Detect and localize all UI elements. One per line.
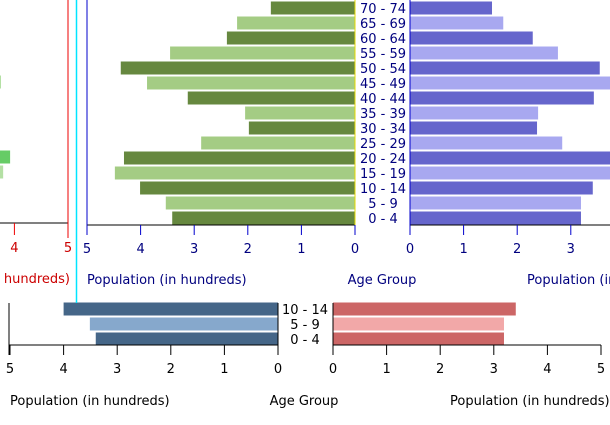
- top-center-axis-title: Age Group: [348, 273, 417, 288]
- right-bar-20-24: [410, 151, 610, 165]
- right-bar-30-34: [410, 121, 538, 135]
- partial-bar-20-24: [0, 150, 11, 164]
- left-bar-15-19: [114, 166, 355, 180]
- right-tick-label: 3: [490, 362, 498, 377]
- partial-bar-15-19: [0, 165, 4, 179]
- age-group-label: 55 - 59: [360, 47, 406, 62]
- right-bar-60-64: [410, 31, 533, 45]
- bottom-right-axis-title: Population (in hundreds): [450, 394, 610, 409]
- partial-bar-45-49: [0, 75, 1, 89]
- right-bar-65-69: [410, 16, 504, 30]
- right-bar-15-19: [410, 166, 610, 180]
- right-bar-0-4: [410, 211, 581, 225]
- partial-tick-label: 5: [64, 241, 72, 256]
- age-group-label: 70 - 74: [360, 2, 406, 17]
- age-group-label: 30 - 34: [360, 122, 406, 137]
- right-bar-5-9: [333, 317, 504, 331]
- right-tick-label: 5: [597, 362, 605, 377]
- age-group-label: 60 - 64: [360, 32, 406, 47]
- left-tick-label: 1: [297, 242, 305, 257]
- age-group-label: 35 - 39: [360, 107, 406, 122]
- age-group-label: 25 - 29: [360, 137, 406, 152]
- top-right-axis-title: Population (in hundreds): [527, 273, 610, 288]
- right-bar-10-14: [410, 181, 593, 195]
- bottom-left-axis-title: Population (in hundreds): [10, 394, 170, 409]
- right-tick-label: 0: [329, 362, 337, 377]
- left-bar-65-69: [237, 16, 355, 30]
- age-group-label: 45 - 49: [360, 77, 406, 92]
- left-tick-label: 0: [351, 242, 359, 257]
- right-tick-label: 4: [543, 362, 551, 377]
- left-bar-0-4: [95, 332, 278, 346]
- left-tick-label: 2: [167, 362, 175, 377]
- left-bar-70-74: [270, 1, 355, 15]
- left-bar-25-29: [201, 136, 355, 150]
- left-tick-label: 3: [190, 242, 198, 257]
- left-tick-label: 4: [59, 362, 67, 377]
- left-bar-0-4: [172, 211, 355, 225]
- bottom-pyramid: 0 - 45 - 910 - 14 0 0 1 1 2 2 3 3 4 4 5 5: [6, 302, 605, 377]
- left-bar-60-64: [226, 31, 355, 45]
- right-bar-10-14: [333, 302, 516, 316]
- bottom-center-axis-title: Age Group: [270, 394, 339, 409]
- age-group-label: 5 - 9: [290, 318, 320, 333]
- left-bar-10-14: [63, 302, 278, 316]
- left-tick-label: 1: [220, 362, 228, 377]
- right-bar-25-29: [410, 136, 563, 150]
- age-group-label: 65 - 69: [360, 17, 406, 32]
- age-group-label: 10 - 14: [360, 182, 406, 197]
- right-bar-45-49: [410, 76, 610, 90]
- right-bar-50-54: [410, 61, 600, 75]
- right-tick-label: 2: [513, 242, 521, 257]
- left-bar-10-14: [140, 181, 355, 195]
- right-bar-35-39: [410, 106, 539, 120]
- age-group-label: 50 - 54: [360, 62, 406, 77]
- partial-axis-title: n hundreds): [0, 272, 70, 287]
- left-bar-50-54: [120, 61, 355, 75]
- right-tick-label: 1: [459, 242, 467, 257]
- left-bar-55-59: [170, 46, 355, 60]
- left-bar-45-49: [147, 76, 355, 90]
- age-group-label: 0 - 4: [290, 333, 320, 348]
- right-bar-40-44: [410, 91, 594, 105]
- right-tick-label: 1: [382, 362, 390, 377]
- left-bar-35-39: [245, 106, 355, 120]
- right-bar-0-4: [333, 332, 504, 346]
- right-tick-label: 3: [567, 242, 575, 257]
- age-group-label: 15 - 19: [360, 167, 406, 182]
- left-tick-label: 5: [83, 242, 91, 257]
- left-bar-30-34: [248, 121, 355, 135]
- top-left-axis-title: Population (in hundreds): [87, 273, 247, 288]
- left-tick-label: 2: [244, 242, 252, 257]
- age-group-label: 20 - 24: [360, 152, 406, 167]
- right-tick-label: 2: [436, 362, 444, 377]
- right-bar-70-74: [410, 1, 493, 15]
- age-group-label: 40 - 44: [360, 92, 406, 107]
- partial-tick-label: 4: [10, 241, 18, 256]
- right-bar-55-59: [410, 46, 558, 60]
- left-tick-label: 3: [113, 362, 121, 377]
- left-tick-label: 4: [136, 242, 144, 257]
- left-bar-40-44: [187, 91, 355, 105]
- age-group-label: 10 - 14: [282, 303, 328, 318]
- age-group-label: 0 - 4: [368, 212, 398, 227]
- left-bar-20-24: [123, 151, 355, 165]
- left-tick-label: 0: [274, 362, 282, 377]
- right-bar-5-9: [410, 196, 581, 210]
- left-bar-5-9: [165, 196, 355, 210]
- right-tick-label: 0: [406, 242, 414, 257]
- age-group-label: 5 - 9: [368, 197, 398, 212]
- left-bar-5-9: [89, 317, 278, 331]
- left-tick-label: 5: [6, 362, 14, 377]
